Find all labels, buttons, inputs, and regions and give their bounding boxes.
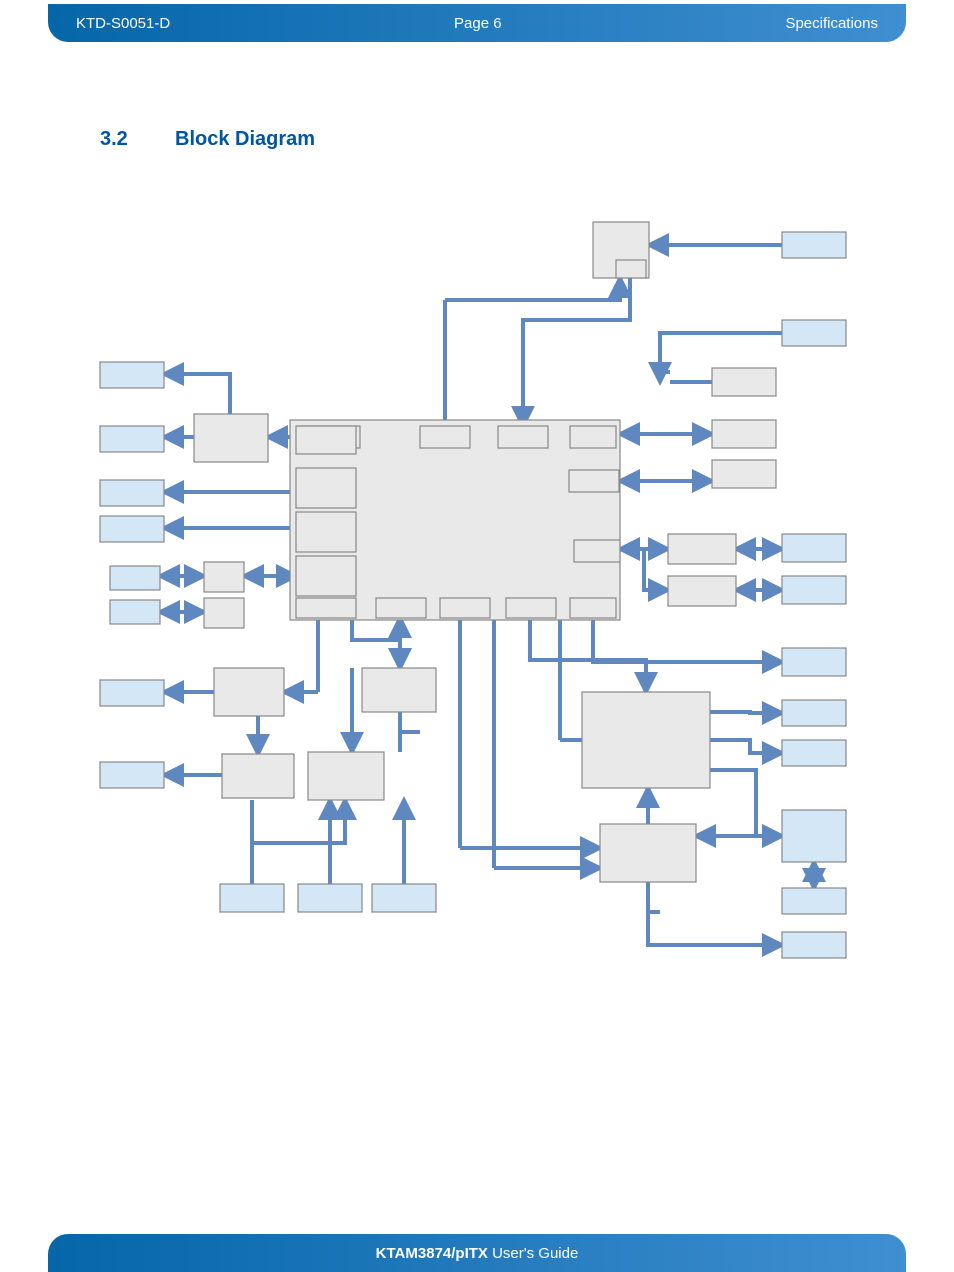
block-b1 — [220, 884, 284, 912]
block-lg5 — [222, 754, 294, 798]
block-p_left2 — [296, 468, 356, 508]
block-l7 — [100, 680, 164, 706]
block-big_r — [582, 692, 710, 788]
footer-bold: KTAM3874/pITX — [376, 1245, 488, 1262]
block-rb1 — [782, 534, 846, 562]
block-r4 — [668, 576, 736, 606]
block-rb4 — [782, 700, 846, 726]
block-l8 — [100, 762, 164, 788]
block-p_left4 — [296, 556, 356, 596]
block-l6 — [110, 600, 160, 624]
block-rb7 — [782, 888, 846, 914]
block-r3 — [668, 534, 736, 564]
block-l3 — [100, 480, 164, 506]
block-top_cpu_sub — [616, 260, 646, 278]
block-p_bot4 — [570, 598, 616, 618]
block-b3 — [372, 884, 436, 912]
block-p_left1 — [296, 426, 356, 454]
block-r_top2 — [782, 320, 846, 346]
block-p_top3 — [498, 426, 548, 448]
block-rb2 — [782, 576, 846, 604]
block-p_bot3 — [506, 598, 556, 618]
block-p_bot1 — [376, 598, 426, 618]
block-p_top2 — [420, 426, 470, 448]
block-diagram — [0, 0, 954, 1272]
block-r_top1 — [782, 232, 846, 258]
block-l5 — [110, 566, 160, 590]
block-rb5 — [782, 740, 846, 766]
block-mg1 — [362, 668, 436, 712]
block-p_left3 — [296, 512, 356, 552]
block-r2 — [712, 460, 776, 488]
block-l2 — [100, 426, 164, 452]
block-p_left5 — [296, 598, 356, 618]
block-lg6 — [308, 752, 384, 800]
block-p_top4 — [570, 426, 616, 448]
block-l1 — [100, 362, 164, 388]
page-footer: KTAM3874/pITX User's Guide — [48, 1234, 906, 1272]
block-p_right1 — [569, 470, 619, 492]
block-rb3 — [782, 648, 846, 676]
block-bot_r — [600, 824, 696, 882]
footer-rest: User's Guide — [488, 1245, 578, 1262]
block-lg1 — [194, 414, 268, 462]
block-b2 — [298, 884, 362, 912]
block-lg3 — [204, 598, 244, 628]
block-r1 — [712, 420, 776, 448]
block-lg4 — [214, 668, 284, 716]
block-lg2 — [204, 562, 244, 592]
block-rb6 — [782, 810, 846, 862]
block-r_top3_g — [712, 368, 776, 396]
block-l4 — [100, 516, 164, 542]
block-p_right2 — [574, 540, 620, 562]
block-p_bot2 — [440, 598, 490, 618]
block-rb8 — [782, 932, 846, 958]
